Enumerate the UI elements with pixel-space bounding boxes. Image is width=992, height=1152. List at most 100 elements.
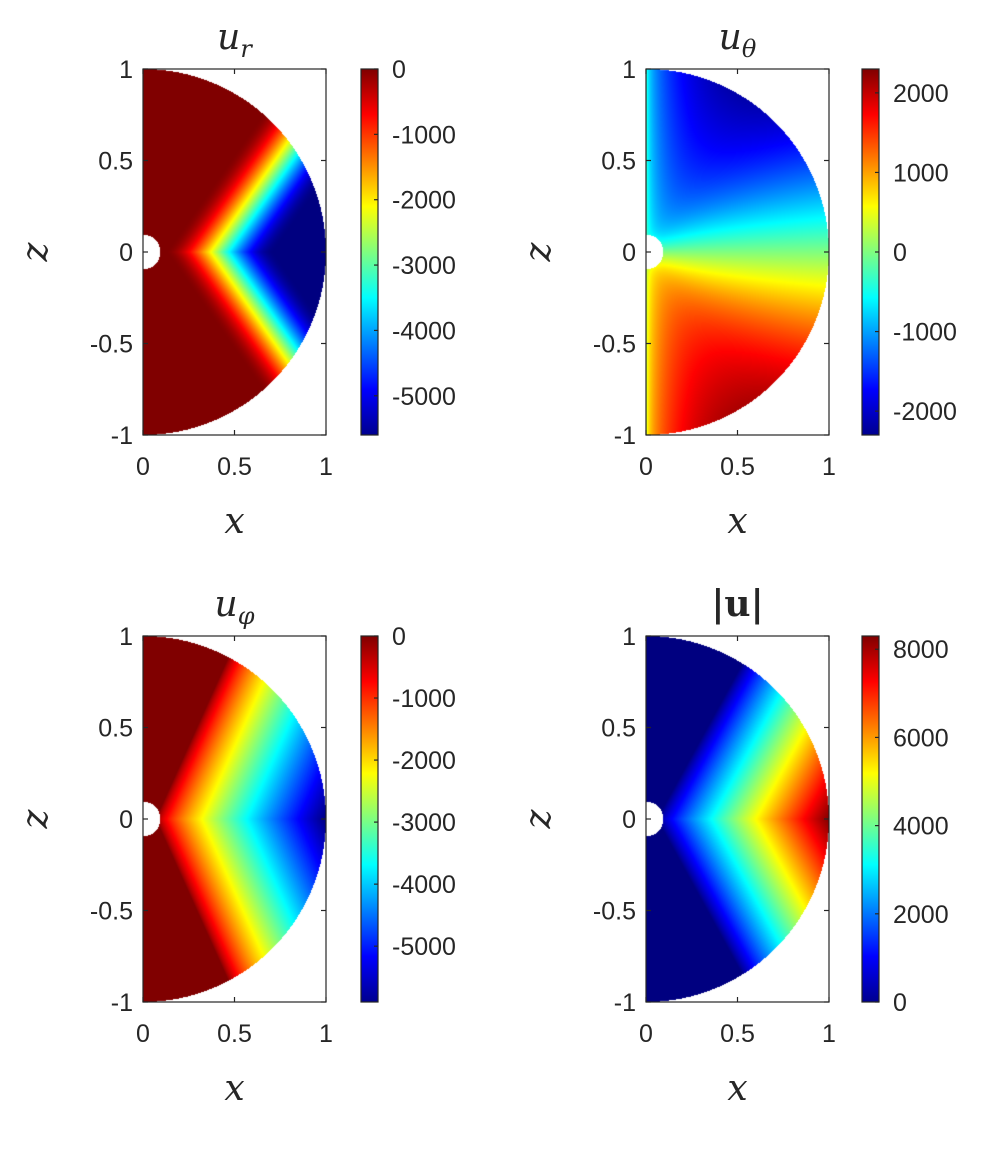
y-axis-label: z — [15, 241, 56, 262]
x-tick-label: 0 — [639, 1020, 653, 1048]
colorbar-tick-label: 2000 — [893, 901, 949, 929]
panel-title: ur — [217, 17, 253, 63]
x-axis-label: x — [224, 501, 244, 542]
y-axis-label: z — [518, 808, 559, 829]
plot-area — [143, 636, 326, 1002]
colorbar-tick-label: 8000 — [893, 636, 949, 664]
title-subscript: θ — [742, 35, 757, 63]
y-tick-label: 0.5 — [98, 148, 133, 176]
y-tick-labels: 1 0.5 0 -0.5 -1 — [593, 623, 636, 1017]
y-tick-label: 0 — [119, 239, 133, 267]
y-tick-labels: 1 0.5 0 -0.5 -1 — [90, 623, 133, 1017]
y-tick-labels: 1 0.5 0 -0.5 -1 — [90, 56, 133, 450]
colorbar-tick-labels: 8000 6000 4000 2000 0 — [893, 636, 949, 1017]
colorbar-tick-label: 0 — [392, 623, 406, 651]
x-tick-label: 0.5 — [720, 453, 755, 481]
colorbar-tick-label: -2000 — [392, 747, 456, 775]
heatmap-image — [143, 69, 326, 435]
axes-box — [142, 635, 327, 1003]
colorbar-tick-label: 0 — [893, 239, 907, 267]
colorbar-tick-label: -2000 — [392, 187, 456, 215]
title-base: u — [719, 17, 742, 58]
colorbar-frame — [861, 635, 880, 1003]
colorbar-tick-label: -5000 — [392, 933, 456, 961]
y-axis-label: z — [518, 241, 559, 262]
y-tick-label: -1 — [614, 422, 636, 450]
colorbar-tick-labels: 2000 1000 0 -1000 -2000 — [893, 80, 957, 426]
x-tick-label: 1 — [319, 453, 333, 481]
y-tick-labels: 1 0.5 0 -0.5 -1 — [593, 56, 636, 450]
y-tick-label: 0 — [119, 806, 133, 834]
y-tick-label: 0.5 — [98, 715, 133, 743]
plot-area — [143, 69, 326, 435]
y-tick-label: -0.5 — [593, 898, 636, 926]
y-tick-label: -1 — [111, 422, 133, 450]
colorbar — [360, 68, 379, 436]
heatmap-image — [646, 69, 829, 435]
colorbar — [360, 635, 379, 1003]
y-tick-label: -0.5 — [90, 898, 133, 926]
y-tick-label: -1 — [111, 989, 133, 1017]
colorbar-tick-label: -5000 — [392, 383, 456, 411]
colorbar-tick-label: 6000 — [893, 724, 949, 752]
x-tick-labels: 0 0.5 1 — [136, 453, 333, 481]
colorbar-tick-label: 4000 — [893, 813, 949, 841]
colorbar-tick-label: -2000 — [893, 398, 957, 426]
colorbar-tick-label: -1000 — [392, 685, 456, 713]
colorbar-gradient — [862, 69, 879, 435]
x-tick-label: 0 — [639, 453, 653, 481]
x-axis-label: x — [727, 501, 747, 542]
title-subscript: φ — [238, 602, 255, 630]
colorbar-tick-label: 0 — [893, 989, 907, 1017]
x-tick-label: 1 — [822, 453, 836, 481]
panel-title: uθ — [719, 17, 757, 63]
x-tick-label: 0.5 — [217, 453, 252, 481]
colorbar-tick-label: 0 — [392, 56, 406, 84]
x-tick-label: 0.5 — [720, 1020, 755, 1048]
y-tick-label: 0 — [622, 806, 636, 834]
colorbar — [861, 635, 880, 1003]
title-subscript: r — [240, 35, 253, 63]
title-base: u — [215, 584, 238, 625]
colorbar — [861, 68, 880, 436]
y-tick-label: 0.5 — [601, 148, 636, 176]
colorbar-tick-label: 1000 — [893, 159, 949, 187]
y-tick-label: 0 — [622, 239, 636, 267]
x-tick-label: 0.5 — [217, 1020, 252, 1048]
colorbar-frame — [360, 635, 379, 1003]
colorbar-tick-label: -3000 — [392, 809, 456, 837]
colorbar-gradient — [361, 636, 378, 1002]
x-tick-label: 0 — [136, 1020, 150, 1048]
panel-u-r: 0 0.5 1 10.50-0.5-1 0-1000-2000-3000-4000-… — [15, 17, 456, 542]
colorbar-tick-labels: 0 -1000 -2000 -3000 -4000 -5000 — [392, 56, 456, 411]
plot-area — [646, 69, 829, 435]
x-tick-labels: 0 0.5 1 — [639, 453, 836, 481]
x-axis-label: x — [727, 1068, 747, 1109]
y-tick-label: -0.5 — [593, 331, 636, 359]
x-axis-label: x — [224, 1068, 244, 1109]
y-tick-label: 1 — [622, 623, 636, 651]
colorbar-tick-label: -4000 — [392, 871, 456, 899]
x-tick-labels: 0 0.5 1 — [136, 1020, 333, 1048]
panel-title: |u| — [711, 583, 763, 625]
colorbar-tick-label: 2000 — [893, 80, 949, 108]
colorbar-gradient — [862, 636, 879, 1002]
colorbar-frame — [360, 68, 379, 436]
heatmap-image — [646, 636, 829, 1002]
x-tick-labels: 0 0.5 1 — [639, 1020, 836, 1048]
axes-box — [645, 68, 830, 436]
colorbar-gradient — [361, 69, 378, 435]
x-tick-label: 1 — [319, 1020, 333, 1048]
y-tick-label: -0.5 — [90, 331, 133, 359]
colorbar-tick-labels: 0 -1000 -2000 -3000 -4000 -5000 — [392, 623, 456, 961]
axes-box — [142, 68, 327, 436]
y-axis-label: z — [15, 808, 56, 829]
y-tick-label: 0.5 — [601, 715, 636, 743]
x-tick-label: 1 — [822, 1020, 836, 1048]
colorbar-tick-label: -4000 — [392, 317, 456, 345]
x-tick-label: 0 — [136, 453, 150, 481]
panel-title: uφ — [215, 584, 255, 630]
